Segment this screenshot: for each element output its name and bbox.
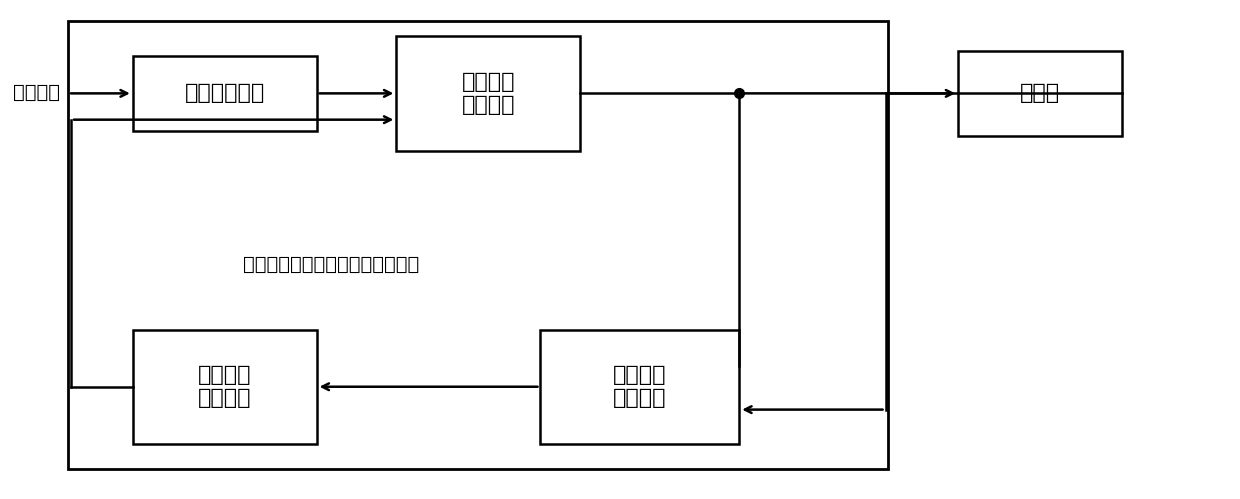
Text: 跟踪目标: 跟踪目标 [14,83,61,102]
Text: 未知信息
提取模块: 未知信息 提取模块 [613,365,667,408]
Bar [397,36,580,151]
Text: 数据驱动的无人船强化学习控制器: 数据驱动的无人船强化学习控制器 [243,255,419,274]
Text: 预测模型
生成模块: 预测模型 生成模块 [198,365,252,408]
Text: 无人船: 无人船 [1021,83,1060,103]
Bar [541,329,739,444]
Bar [133,329,316,444]
Text: 滚动时域
优化模块: 滚动时域 优化模块 [461,72,515,115]
Bar [68,21,889,469]
Bar [959,51,1122,136]
Text: 奖励函数模块: 奖励函数模块 [185,83,265,103]
Bar [133,56,316,131]
